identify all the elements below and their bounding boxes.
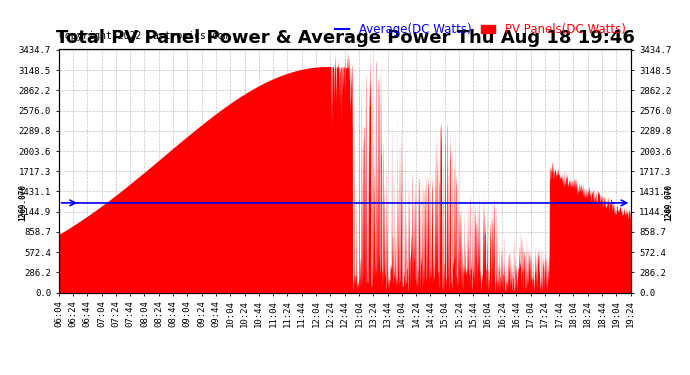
Title: Total PV Panel Power & Average Power Thu Aug 18 19:46: Total PV Panel Power & Average Power Thu… — [56, 29, 634, 47]
Text: 1269.070: 1269.070 — [19, 184, 28, 221]
Legend: Average(DC Watts), PV Panels(DC Watts): Average(DC Watts), PV Panels(DC Watts) — [335, 23, 625, 36]
Text: 1269.070: 1269.070 — [664, 184, 673, 221]
Text: Copyright 2022 Cartronics.com: Copyright 2022 Cartronics.com — [59, 32, 229, 41]
